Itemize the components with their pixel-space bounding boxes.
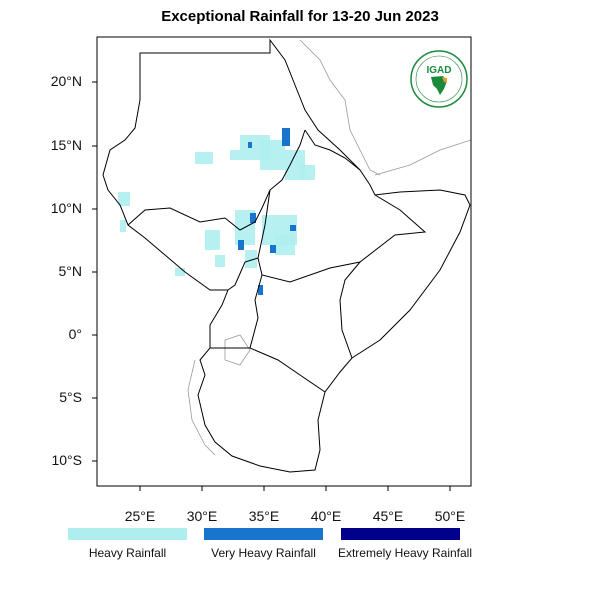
lat-label: 5°S — [59, 389, 82, 405]
rainfall-patch — [250, 213, 256, 223]
rainfall-patch — [300, 165, 315, 180]
south-sudan-southern-border — [227, 257, 259, 291]
rainfall-patch — [238, 240, 244, 250]
rainfall-patch — [245, 250, 257, 268]
rainfall-patch — [175, 268, 185, 276]
lat-label: 15°N — [50, 137, 82, 153]
legend-swatch-very-heavy — [204, 528, 323, 540]
lake-tanganyika — [187, 359, 216, 456]
rainfall-patch — [282, 128, 290, 146]
arabian-coast — [299, 39, 381, 176]
igad-logo: IGAD — [410, 50, 468, 108]
lat-label: 5°N — [58, 263, 83, 279]
legend-label: Heavy Rainfall — [88, 546, 167, 560]
kenya-somalia-border — [339, 261, 361, 359]
rainfall-patch — [118, 192, 130, 206]
rainfall-patch — [270, 245, 276, 253]
lat-label: 10°S — [51, 452, 82, 468]
rainfall-patch — [120, 220, 126, 232]
rainfall-patch — [230, 150, 240, 160]
lon-label: 25°E — [124, 508, 156, 524]
legend-label: Extremely Heavy Rainfall — [337, 546, 473, 560]
lon-label: 40°E — [310, 508, 342, 524]
axis-ticks — [92, 81, 451, 491]
rainfall-patch — [290, 225, 296, 231]
legend-swatch-heavy — [68, 528, 187, 540]
lon-label: 50°E — [434, 508, 466, 524]
sudan-south-sudan-border — [127, 129, 306, 231]
yemen-coast — [374, 139, 472, 176]
rainfall-patches — [118, 128, 315, 295]
eritrea-border — [304, 129, 361, 171]
lon-label: 35°E — [248, 508, 280, 524]
region-outline — [102, 38, 471, 473]
country-borders — [102, 38, 471, 473]
lat-label: 10°N — [50, 200, 82, 216]
svg-text:IGAD: IGAD — [427, 65, 452, 76]
map-frame — [96, 36, 472, 487]
lon-label: 45°E — [372, 508, 404, 524]
rainfall-patch — [215, 255, 225, 267]
ethiopia-border — [257, 189, 427, 283]
legend-label: Very Heavy Rainfall — [211, 546, 316, 560]
rainfall-patch — [195, 152, 213, 164]
lake-victoria-outline — [224, 334, 251, 366]
map-title: Exceptional Rainfall for 13-20 Jun 2023 — [161, 8, 439, 25]
lon-label: 30°E — [186, 508, 218, 524]
legend-swatch-extremely-heavy — [341, 528, 460, 540]
lat-label: 0° — [68, 326, 82, 342]
rainfall-patch — [275, 235, 295, 255]
rainfall-patch — [205, 230, 220, 250]
rivers-and-coastlines — [187, 39, 472, 456]
rainfall-patch — [260, 140, 285, 170]
rainfall-patch — [248, 142, 252, 148]
lat-label: 20°N — [50, 73, 82, 89]
rainfall-patch — [258, 285, 263, 295]
